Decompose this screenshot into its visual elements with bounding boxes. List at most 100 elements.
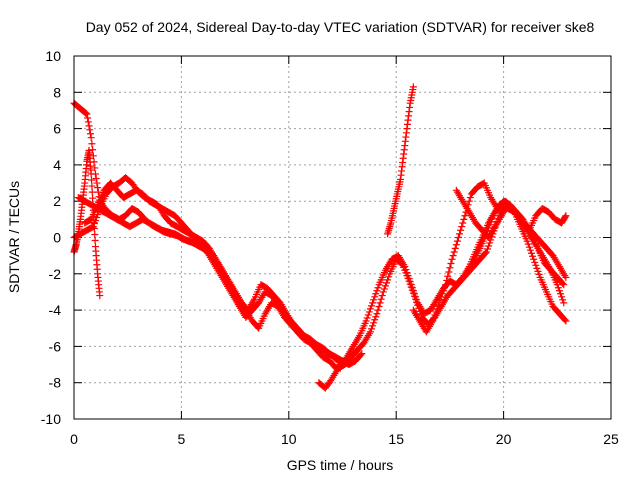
data-point — [365, 308, 373, 316]
data-point — [85, 122, 93, 130]
data-point — [430, 314, 438, 322]
data-point — [94, 184, 102, 192]
data-point — [466, 194, 474, 202]
series-sat-e — [81, 179, 366, 369]
x-tick-label: 20 — [496, 431, 512, 447]
data-point — [88, 140, 96, 148]
x-tick-label: 10 — [281, 431, 297, 447]
data-point — [383, 279, 391, 287]
y-tick-label: 10 — [45, 48, 61, 64]
data-point — [363, 314, 371, 322]
data-point — [445, 268, 453, 276]
data-point — [454, 234, 462, 241]
data-point — [486, 221, 494, 229]
y-axis-label: SDTVAR / TECUs — [6, 181, 22, 293]
series-sat-c — [70, 174, 362, 369]
data-point — [531, 258, 539, 266]
data-point — [553, 281, 561, 289]
data-point — [429, 317, 437, 325]
data-point — [446, 264, 454, 272]
data-point — [364, 311, 372, 319]
data-point — [378, 292, 386, 300]
series-sat-h — [384, 83, 417, 238]
data-point — [84, 114, 92, 122]
data-point — [92, 175, 100, 183]
data-point — [431, 311, 439, 319]
data-point — [457, 226, 465, 234]
data-point — [90, 220, 98, 228]
data-point — [485, 242, 493, 250]
data-point — [459, 219, 467, 227]
data-point — [525, 243, 533, 251]
data-point — [410, 290, 418, 298]
data-point — [559, 296, 567, 304]
data-point — [372, 290, 380, 298]
data-point — [369, 322, 377, 330]
data-point — [487, 218, 495, 226]
data-point — [436, 296, 444, 304]
data-point — [554, 284, 562, 292]
data-point — [448, 255, 456, 263]
data-point — [456, 230, 464, 238]
data-point — [409, 83, 417, 91]
data-point — [441, 284, 449, 292]
data-point — [488, 215, 496, 223]
data-point — [371, 293, 379, 301]
x-tick-label: 15 — [388, 431, 404, 447]
x-axis-label: GPS time / hours — [287, 457, 394, 473]
data-point — [561, 316, 569, 324]
data-point — [385, 273, 393, 281]
data-point — [366, 305, 374, 313]
data-point — [84, 118, 92, 126]
data-point — [451, 244, 459, 252]
y-tick-label: 8 — [53, 84, 61, 100]
data-point — [89, 146, 97, 154]
data-point — [88, 188, 96, 196]
data-point — [413, 296, 421, 304]
data-point — [89, 194, 97, 202]
data-point — [535, 270, 543, 278]
data-point — [404, 272, 412, 280]
data-point — [405, 275, 413, 283]
data-point — [435, 299, 443, 307]
x-tick-label: 25 — [603, 431, 619, 447]
data-point — [562, 317, 570, 325]
data-point — [369, 299, 377, 307]
data-point — [442, 281, 450, 289]
data-point — [437, 293, 445, 301]
data-point — [447, 260, 455, 268]
data-point — [367, 302, 375, 310]
data-point — [86, 126, 94, 134]
data-point — [88, 182, 96, 190]
data-point — [93, 214, 101, 222]
data-point — [433, 305, 441, 313]
x-tick-label: 0 — [70, 431, 78, 447]
data-point — [526, 246, 534, 254]
data-point — [384, 276, 392, 284]
data-point — [94, 188, 102, 196]
data-point — [443, 276, 451, 284]
data-point — [528, 249, 536, 257]
data-point — [559, 279, 567, 287]
data-point — [524, 240, 532, 248]
series-sat-b — [70, 146, 104, 300]
data-point — [374, 306, 382, 314]
data-point — [91, 230, 99, 238]
data-point — [88, 176, 96, 184]
data-point — [562, 273, 570, 281]
data-point — [373, 310, 381, 318]
data-point — [357, 351, 365, 359]
data-point — [530, 255, 538, 263]
data-point — [89, 223, 97, 231]
data-point — [561, 213, 569, 221]
data-point — [83, 110, 91, 118]
x-tick-label: 5 — [178, 431, 186, 447]
data-point — [401, 263, 409, 271]
data-point — [458, 223, 466, 231]
series-sat-d — [74, 194, 353, 372]
data-point — [439, 287, 447, 295]
data-point — [375, 302, 383, 310]
data-point — [371, 316, 379, 324]
data-point — [402, 266, 410, 274]
